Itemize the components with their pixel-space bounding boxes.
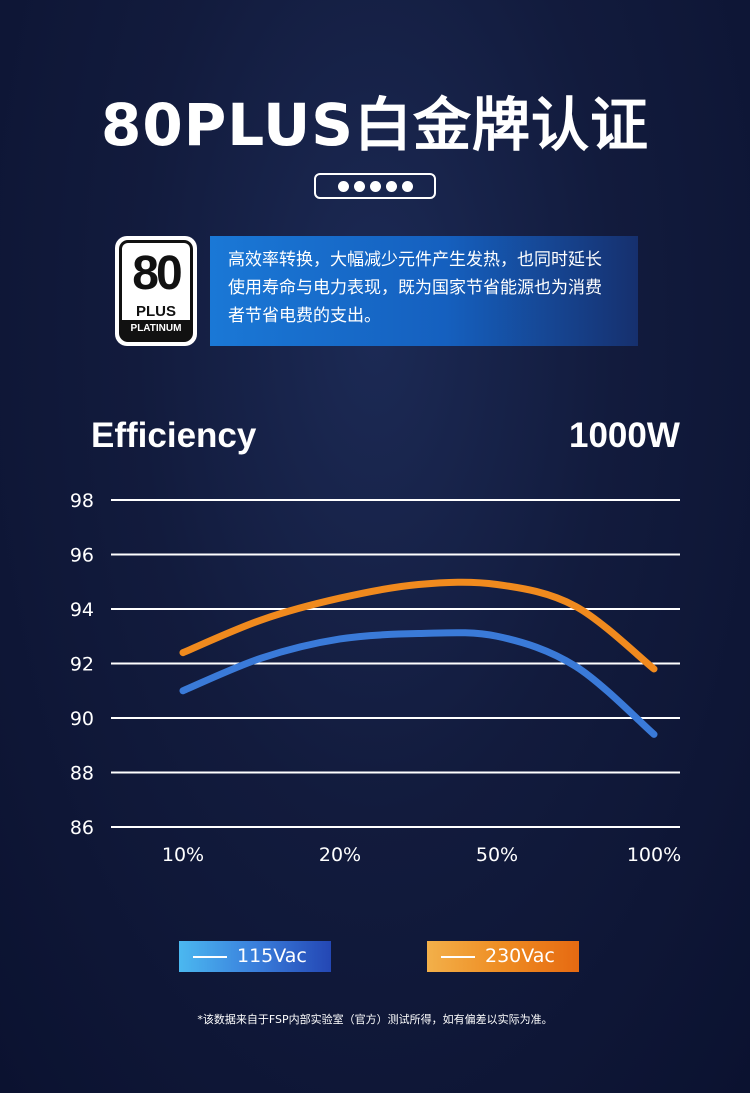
efficiency-chart: 98 96 94 92 90 88 86 10% 20% 50% 100% bbox=[70, 490, 681, 866]
legend-115vac: 115Vac bbox=[179, 941, 331, 972]
description-box: 高效率转换，大幅减少元件产生发热，也同时延长 使用寿命与电力表现，既为国家节省能… bbox=[210, 236, 638, 346]
x-tick-label: 10% bbox=[162, 844, 204, 866]
dot-icon bbox=[401, 180, 413, 192]
description-line: 者节省电费的支出。 bbox=[228, 306, 381, 326]
page-title: 80PLUS白金牌认证 bbox=[101, 91, 649, 159]
80plus-platinum-badge: 80 PLUS PLATINUM bbox=[115, 236, 197, 346]
y-tick-label: 94 bbox=[70, 599, 94, 621]
y-tick-label: 88 bbox=[70, 763, 94, 785]
series-line-115vac bbox=[179, 629, 658, 738]
badge-level: PLATINUM bbox=[130, 323, 182, 334]
x-tick-label: 100% bbox=[627, 844, 681, 866]
y-tick-label: 98 bbox=[70, 490, 94, 512]
badge-plus: PLUS bbox=[122, 304, 190, 320]
dot-icon bbox=[353, 180, 365, 192]
y-tick-label: 90 bbox=[70, 708, 94, 730]
y-tick-label: 92 bbox=[70, 654, 94, 676]
legend-230vac: 230Vac bbox=[427, 941, 579, 972]
series-line-230vac bbox=[179, 578, 658, 673]
dot-icon bbox=[369, 180, 381, 192]
legend-line-icon bbox=[193, 955, 227, 958]
legend-label: 230Vac bbox=[485, 945, 555, 967]
legend-line-icon bbox=[441, 955, 475, 958]
y-tick-label: 96 bbox=[70, 545, 94, 567]
dot-icon bbox=[385, 180, 397, 192]
badge-number: 80 bbox=[122, 243, 190, 305]
chart-label-efficiency: Efficiency bbox=[91, 416, 257, 455]
x-tick-label: 20% bbox=[319, 844, 361, 866]
description-line: 高效率转换，大幅减少元件产生发热，也同时延长 bbox=[228, 250, 602, 270]
dots-pill bbox=[314, 173, 436, 199]
dot-icon bbox=[337, 180, 349, 192]
footnote: *该数据来自于FSP内部实验室（官方）测试所得，如有偏差以实际为准。 bbox=[197, 1013, 553, 1026]
y-tick-label: 86 bbox=[70, 817, 94, 839]
legend-label: 115Vac bbox=[237, 945, 307, 967]
description-line: 使用寿命与电力表现，既为国家节省能源也为消费 bbox=[228, 278, 602, 298]
x-tick-label: 50% bbox=[476, 844, 518, 866]
chart-label-wattage: 1000W bbox=[569, 416, 680, 455]
